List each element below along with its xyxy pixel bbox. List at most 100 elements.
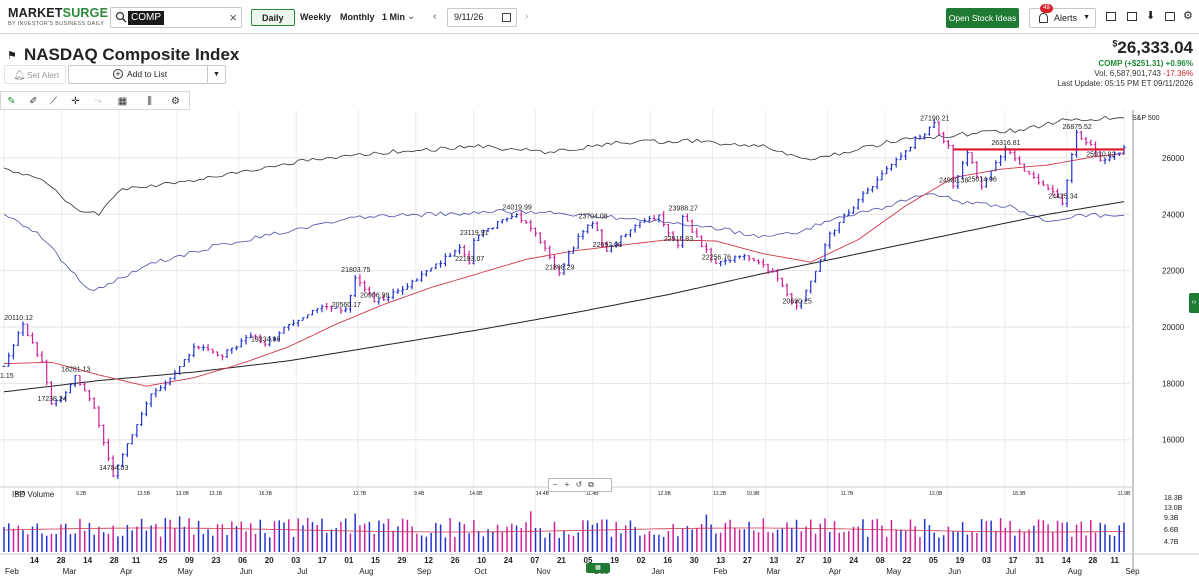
y-axis-tick-label: 20000 xyxy=(1162,323,1185,332)
intraday-dropdown-icon[interactable]: ⌄ xyxy=(407,11,416,22)
x-axis-day-label: 17 xyxy=(1009,556,1018,565)
prev-date-icon[interactable]: ‹ xyxy=(433,11,437,22)
flag-icon[interactable]: ⚑ xyxy=(7,50,17,62)
x-axis-day-label: 01 xyxy=(344,556,353,565)
chart-settings-icon[interactable]: ⚙ xyxy=(171,96,180,107)
x-axis-day-label: 08 xyxy=(876,556,885,565)
zoom-out-icon[interactable]: − xyxy=(552,480,558,489)
x-axis-day-label: 21 xyxy=(557,556,566,565)
bottom-panel-toggle[interactable]: ▦ xyxy=(586,563,610,573)
settings-icon[interactable]: ⚙ xyxy=(1183,10,1193,22)
add-to-list-dropdown-icon[interactable]: ▼ xyxy=(207,66,225,83)
price-annotation: 14784.03 xyxy=(99,465,128,472)
alerts-button[interactable]: 49 Alerts ▼ xyxy=(1029,4,1096,28)
timeframe-daily-button[interactable]: Daily xyxy=(251,9,295,26)
x-axis-day-label: 16 xyxy=(663,556,672,565)
chart-canvas[interactable]: 26000 24000 22000 20000 18000 16000 1.15 20110.… xyxy=(0,110,1199,577)
bell-outline-icon: 🔔︎ xyxy=(13,70,26,81)
volume-axis-tick-label: 18.3B xyxy=(1164,495,1183,502)
x-axis-month-label: Sep xyxy=(1125,567,1140,576)
screen-icon[interactable] xyxy=(1127,12,1137,21)
price-annotation: 19334.98 xyxy=(251,337,280,344)
print-icon[interactable] xyxy=(1165,12,1175,21)
add-to-list-label: Add to List xyxy=(127,69,168,79)
side-panel-toggle[interactable]: ‹› xyxy=(1189,293,1199,313)
quote-panel: $26,333.04 COMP (+$251.31) +0.96% Vol. 6… xyxy=(1057,38,1193,88)
rs-line xyxy=(3,193,1125,291)
timeframe-monthly-button[interactable]: Monthly xyxy=(340,12,375,22)
x-axis-day-label: 26 xyxy=(451,556,460,565)
clear-search-icon[interactable]: × xyxy=(229,10,237,25)
trendline-tool-icon[interactable]: ⟋ xyxy=(50,96,57,107)
y-axis-tick-label: 26000 xyxy=(1162,154,1185,163)
volume-axis-tick-label: 6.6B xyxy=(1164,527,1179,534)
price-annotation: 22193.07 xyxy=(455,256,484,263)
price-annotation: 22256.76 xyxy=(702,254,731,261)
x-axis-day-label: 14 xyxy=(83,556,92,565)
x-axis-day-label: 12 xyxy=(424,556,433,565)
x-axis-day-label: 27 xyxy=(796,556,805,565)
symbol-search[interactable]: COMP × xyxy=(110,7,242,28)
camera-icon[interactable]: ⧉ xyxy=(588,480,594,489)
layout-window-icon[interactable] xyxy=(1106,12,1116,21)
volume-annotation: 13.0B xyxy=(176,491,190,497)
volume-annotation: 14.6B xyxy=(469,491,483,497)
calendar-icon[interactable] xyxy=(502,13,511,22)
x-axis-month-label: Jan xyxy=(652,567,665,576)
sp500-label: S&P 500 xyxy=(1132,115,1160,122)
x-axis-month-label: Jul xyxy=(1006,567,1016,576)
x-axis-month-label: Mar xyxy=(63,567,77,576)
price-annotation: 24425.34 xyxy=(1048,193,1077,200)
x-axis-month-label: Jun xyxy=(240,567,253,576)
x-axis-day-label: 05 xyxy=(584,556,593,565)
x-axis-day-label: 24 xyxy=(504,556,513,565)
x-axis-day-label: 20 xyxy=(265,556,274,565)
y-axis-tick-label: 16000 xyxy=(1162,436,1185,445)
alerts-count-badge: 49 xyxy=(1040,4,1053,13)
download-icon[interactable]: ⬇ xyxy=(1146,10,1156,22)
timeframe-weekly-button[interactable]: Weekly xyxy=(300,12,331,22)
search-icon xyxy=(115,11,127,23)
set-alert-button[interactable]: 🔔︎ Set Alert xyxy=(4,65,66,84)
volume-annotation: 12.7B xyxy=(353,491,367,497)
page-title: NASDAQ Composite Index xyxy=(24,45,240,64)
reset-zoom-icon[interactable]: ↺ xyxy=(575,480,583,489)
next-date-icon[interactable]: › xyxy=(525,11,529,22)
pencil-tool-icon[interactable]: ✐ xyxy=(29,96,38,107)
x-axis-day-label: 10 xyxy=(823,556,832,565)
price-chart[interactable]: 26000 24000 22000 20000 18000 16000 1.15 20110.… xyxy=(0,110,1199,577)
volume-annotation: 11.9B xyxy=(1118,491,1131,497)
x-axis-month-label: Feb xyxy=(714,567,728,576)
pan-tool-icon[interactable]: ✎ xyxy=(7,96,16,107)
logo-text-accent: SURGE xyxy=(62,6,109,20)
app-logo[interactable]: MARKETSURGE BY INVESTOR'S BUSINESS DAILY xyxy=(8,6,108,27)
x-axis-day-label: 25 xyxy=(158,556,167,565)
date-field[interactable]: 9/11/26 xyxy=(447,8,517,27)
measure-tool-icon[interactable]: ⤳ xyxy=(93,96,102,107)
x-axis-month-label: Jul xyxy=(297,567,307,576)
y-axis-tick-label: 24000 xyxy=(1162,210,1185,219)
volume-line: Vol. 6,587,901,743 -17.36% xyxy=(1057,69,1193,78)
x-axis-day-label: 10 xyxy=(477,556,486,565)
crosshair-tool-icon[interactable]: ✛ xyxy=(71,96,80,107)
x-axis-day-label: 28 xyxy=(110,556,119,565)
last-price: $26,333.04 xyxy=(1057,38,1193,58)
zoom-in-icon[interactable]: + xyxy=(564,480,570,489)
timeframe-intraday-button[interactable]: 1 Min xyxy=(382,12,406,22)
search-input[interactable]: COMP xyxy=(128,11,164,25)
price-annotation: 22692.00 xyxy=(593,242,622,249)
price-annotation: 21898.29 xyxy=(545,265,574,272)
open-stock-ideas-button[interactable]: Open Stock Ideas xyxy=(946,8,1019,28)
x-axis-day-label: 29 xyxy=(398,556,407,565)
x-axis-month-label: Aug xyxy=(1068,567,1082,576)
add-to-list-button[interactable]: + Add to List ▼ xyxy=(68,65,226,84)
volume-label: IBD Volume xyxy=(12,490,55,499)
x-axis-day-label: 30 xyxy=(690,556,699,565)
volume-axis-tick-label: 13.0B xyxy=(1164,505,1183,512)
volume-annotation: 9.5B xyxy=(15,491,26,497)
x-axis-day-label: 09 xyxy=(185,556,194,565)
layout-grid-icon[interactable]: ▦ xyxy=(117,96,128,107)
x-axis-day-label: 31 xyxy=(1035,556,1044,565)
price-annotation: 27190.21 xyxy=(920,115,949,122)
chart-style-icon[interactable]: ⫼ xyxy=(147,96,152,107)
